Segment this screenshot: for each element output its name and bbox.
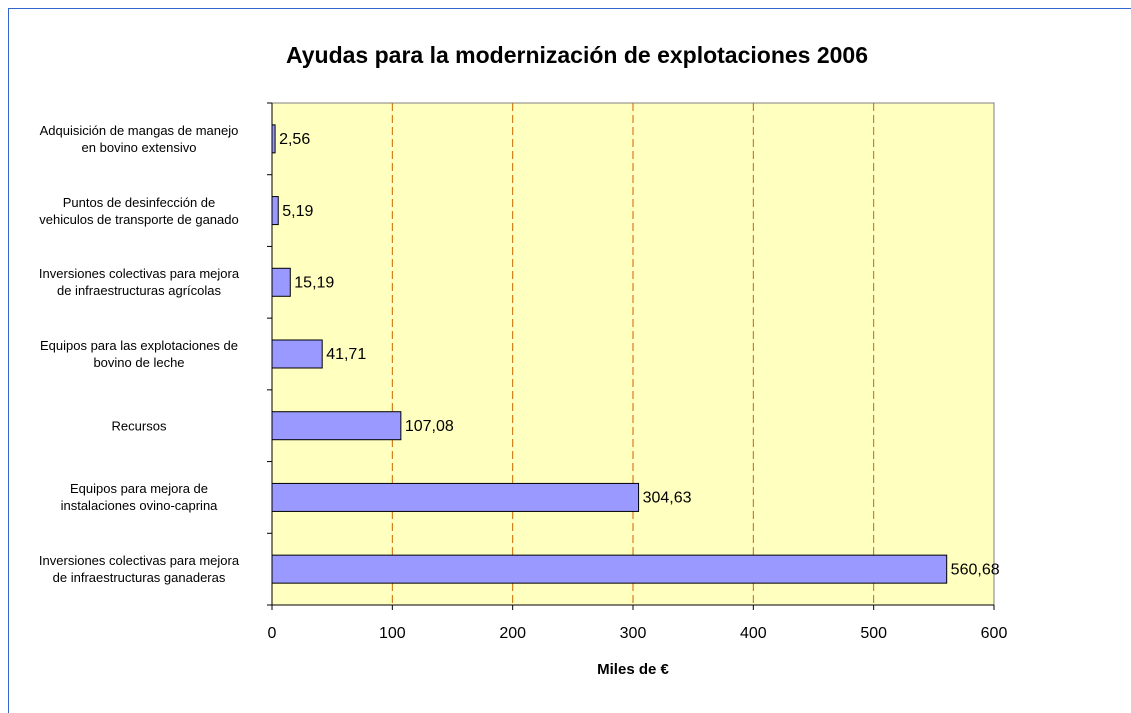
x-axis-label: Miles de € bbox=[597, 661, 669, 678]
chart-title: Ayudas para la modernización de explotac… bbox=[286, 42, 868, 68]
data-label: 560,68 bbox=[951, 561, 1000, 578]
data-label: 5,19 bbox=[282, 203, 313, 220]
bar bbox=[271, 339, 323, 369]
bar bbox=[271, 482, 640, 512]
x-tick-label: 100 bbox=[379, 625, 406, 642]
y-tick-label: Inversiones colectivas para mejora de in… bbox=[38, 266, 240, 299]
bar bbox=[271, 124, 276, 154]
x-tick-label: 300 bbox=[620, 625, 647, 642]
data-label: 2,56 bbox=[279, 131, 310, 148]
bar bbox=[271, 196, 279, 226]
bar bbox=[271, 554, 948, 584]
y-tick-label: Equipos para las explotaciones de bovino… bbox=[39, 338, 239, 370]
data-label: 15,19 bbox=[294, 275, 334, 292]
x-tick-label: 200 bbox=[499, 625, 526, 642]
x-tick-label: 600 bbox=[981, 625, 1008, 642]
x-tick-label: 500 bbox=[860, 625, 887, 642]
y-tick-label: Inversiones colectivas para mejora de in… bbox=[38, 553, 240, 586]
y-tick-label: Puntos de desinfección de vehiculos de t… bbox=[39, 194, 239, 227]
y-tick-label: Recursos bbox=[111, 418, 167, 434]
x-tick-label: 0 bbox=[268, 625, 277, 642]
data-label: 304,63 bbox=[643, 490, 692, 507]
data-label: 107,08 bbox=[405, 418, 454, 435]
data-label: 41,71 bbox=[326, 346, 366, 363]
x-tick-label: 400 bbox=[740, 625, 767, 642]
y-tick-label: Equipos para mejora de instalaciones ovi… bbox=[60, 481, 218, 514]
bar bbox=[271, 267, 291, 297]
bar bbox=[271, 411, 402, 441]
y-tick-label: Adquisición de mangas de manejo en bovin… bbox=[39, 122, 239, 155]
